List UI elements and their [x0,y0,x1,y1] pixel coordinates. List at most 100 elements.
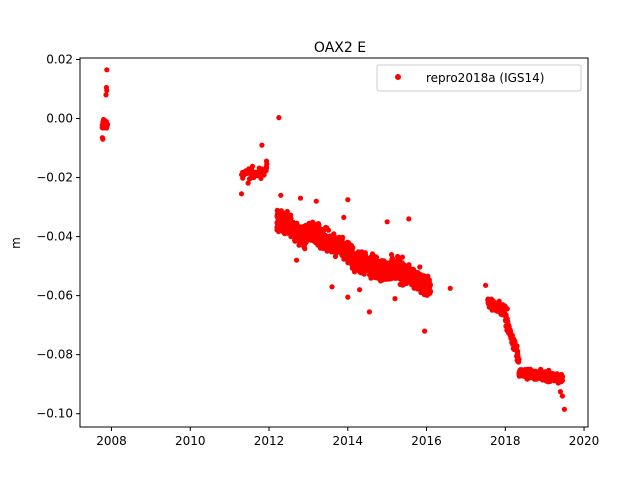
data-point [384,219,390,225]
data-point [366,309,372,315]
data-point [335,248,341,254]
data-point [365,260,371,266]
data-point [284,208,290,215]
data-point [500,309,506,315]
data-point [483,282,489,288]
data-point [307,233,313,239]
data-point [104,87,110,94]
data-point [358,259,365,265]
data-point [99,135,105,141]
data-point [250,174,256,180]
data-point [502,313,509,319]
data-point [561,406,568,412]
legend-label: repro2018a (IGS14) [426,71,544,85]
data-point [371,274,377,280]
data-point [342,243,348,249]
data-point [306,220,312,226]
data-point [423,290,429,296]
y-axis-label: m [9,237,23,249]
data-point [322,244,328,250]
chart-title: OAX2 E [314,40,366,56]
data-point [504,306,510,312]
data-point [282,231,288,237]
legend-marker [395,74,401,80]
data-point [100,125,106,131]
data-point [419,284,425,290]
x-axis: 2008 2010 2012 2014 2016 2018 2020 [96,427,599,448]
data-point [417,264,423,270]
data-point [403,278,409,284]
x-tick-label: 2012 [254,434,285,448]
data-point [316,222,322,228]
data-point [300,226,306,232]
data-point [425,284,431,290]
x-tick-label: 2010 [175,434,206,448]
data-point [313,198,319,204]
data-point [503,323,509,329]
data-point [312,232,318,238]
data-point [314,226,320,232]
data-point [350,263,356,269]
data-point [329,284,335,290]
data-point [238,191,245,197]
x-tick-label: 2014 [333,434,364,448]
data-point [288,230,294,236]
data-point [102,121,108,127]
data-point [516,372,522,378]
data-point [288,225,295,231]
data-point [370,267,376,273]
data-point [281,214,288,220]
x-tick-label: 2020 [569,434,600,448]
data-point [104,67,110,73]
data-point [305,225,312,231]
data-point [276,115,282,121]
data-point [349,248,355,254]
data-point [263,168,269,174]
plot-frame [79,57,589,428]
data-point [381,259,387,266]
data-point [400,282,406,288]
data-point [531,372,537,378]
data-point [278,192,284,198]
data-point [258,169,264,175]
data-point [345,197,351,203]
data-point [558,378,564,384]
x-tick-label: 2016 [411,434,442,448]
data-point [332,253,339,260]
data-point [326,234,332,240]
data-point [392,275,399,281]
data-point [302,246,308,252]
data-point [292,238,298,244]
data-point [388,275,395,282]
data-point [490,300,496,306]
data-point [406,263,412,270]
data-point [345,294,351,300]
data-point [372,260,378,266]
y-tick-label: −0.08 [36,348,73,362]
data-point [295,224,301,230]
data-point [249,163,256,169]
data-point [395,253,401,260]
x-tick-label: 2008 [96,434,127,448]
data-point [376,265,382,271]
data-point [274,207,280,213]
data-point [361,270,367,276]
data-point [294,257,300,263]
data-point [290,219,296,226]
data-point [515,348,521,354]
data-point [545,379,551,385]
data-point [357,287,363,293]
data-point [315,242,321,248]
data-point [323,224,329,230]
data-point [103,92,109,98]
data-point [498,305,505,311]
data-point [411,267,417,273]
y-tick-label: −0.04 [36,230,73,244]
data-point [358,254,364,260]
data-point [411,285,417,291]
data-point [389,256,395,263]
data-point [406,216,412,222]
data-point [494,308,500,314]
data-point [422,328,428,334]
